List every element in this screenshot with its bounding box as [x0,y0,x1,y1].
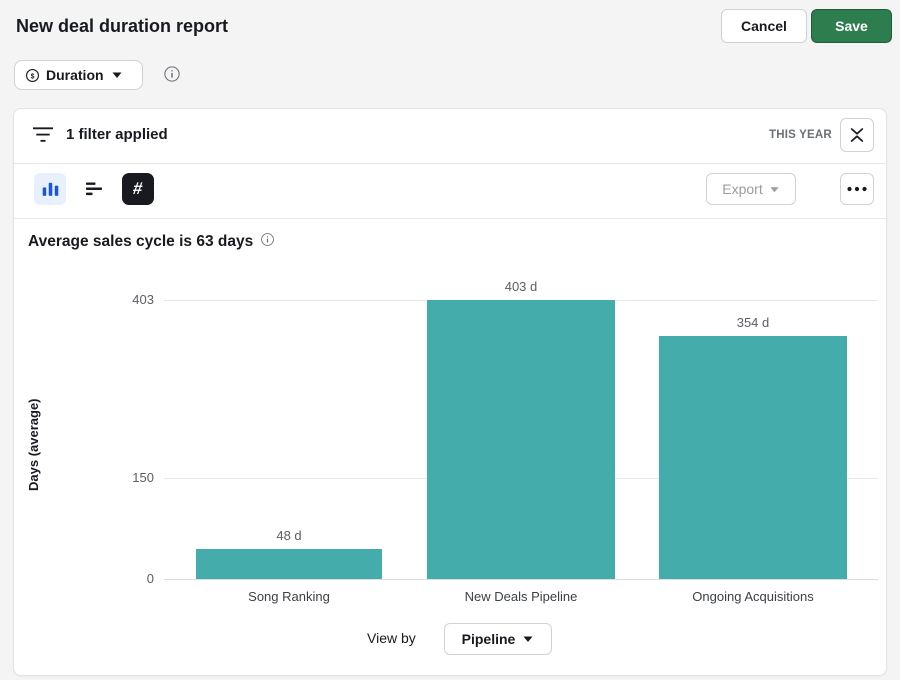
svg-text:$: $ [31,73,35,80]
